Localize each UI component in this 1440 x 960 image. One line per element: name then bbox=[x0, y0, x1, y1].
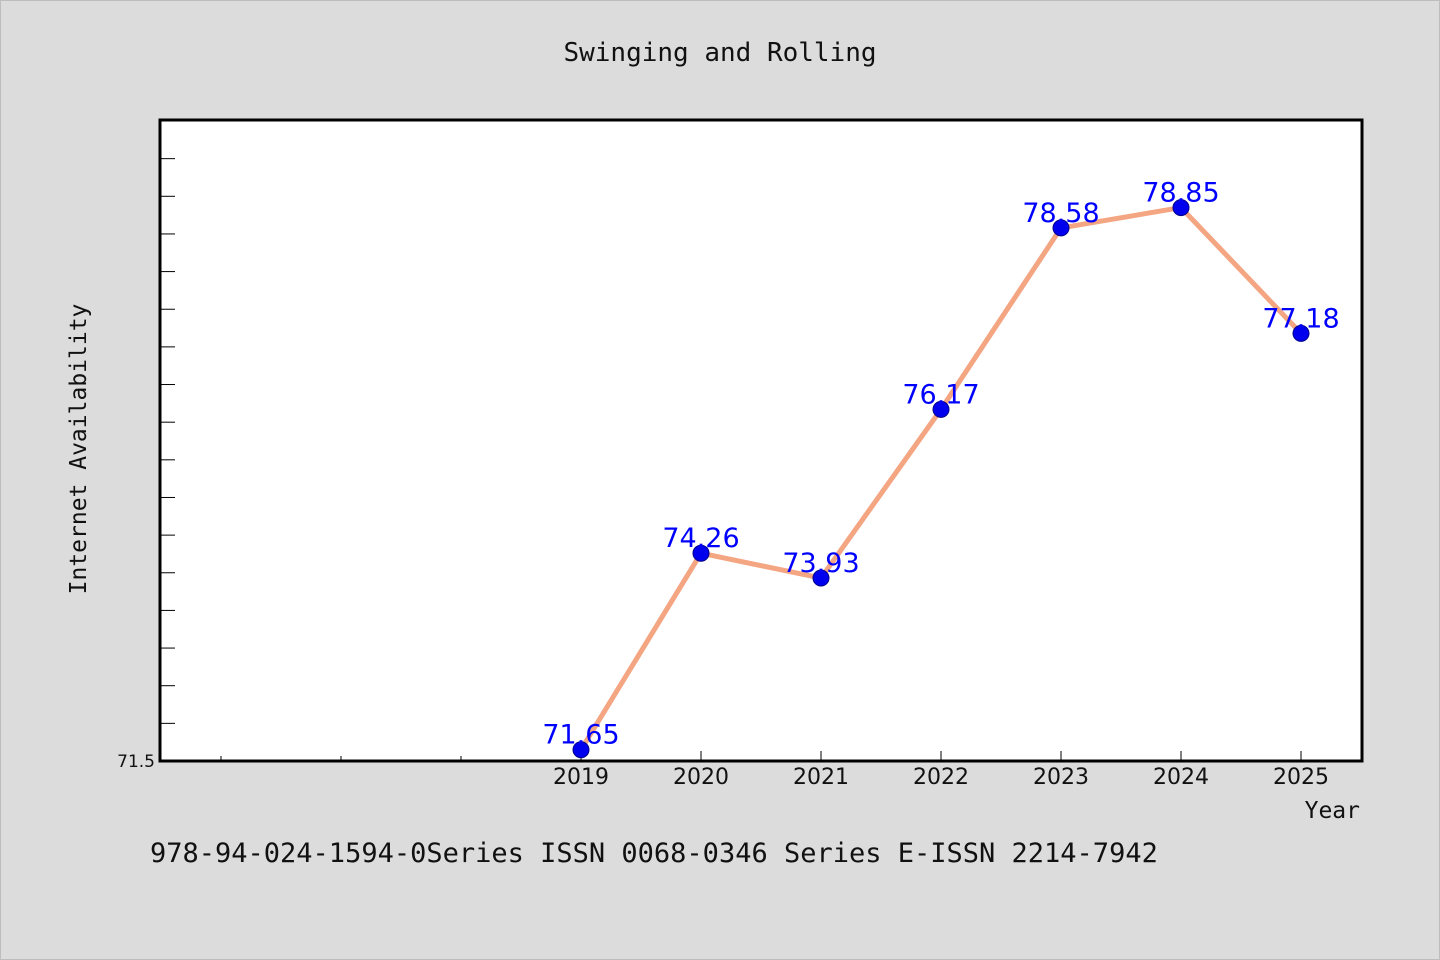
data-label: 73.93 bbox=[782, 548, 859, 579]
x-tick-label: 2025 bbox=[1273, 765, 1329, 790]
x-tick-label: 2021 bbox=[793, 765, 849, 790]
data-label: 74.26 bbox=[662, 523, 739, 554]
data-label: 77.18 bbox=[1262, 303, 1339, 334]
data-point bbox=[1292, 324, 1310, 342]
data-label: 76.17 bbox=[902, 379, 979, 410]
data-point bbox=[812, 569, 830, 587]
x-tick-label: 2019 bbox=[553, 765, 609, 790]
footer-text: 978-94-024-1594-0Series ISSN 0068-0346 S… bbox=[150, 838, 1158, 869]
data-point bbox=[572, 741, 590, 759]
x-tick-label: 2020 bbox=[673, 765, 729, 790]
plot-area bbox=[158, 118, 1364, 763]
data-label: 78.58 bbox=[1022, 198, 1099, 229]
data-label: 78.85 bbox=[1142, 178, 1219, 209]
x-tick-label: 2022 bbox=[913, 765, 969, 790]
y-axis-ticks bbox=[161, 158, 175, 724]
data-point bbox=[932, 400, 950, 418]
x-axis-label: Year bbox=[1305, 798, 1360, 824]
data-point bbox=[1052, 219, 1070, 237]
x-axis-ticks bbox=[220, 751, 1302, 761]
y-axis-label: Internet Availability bbox=[66, 304, 92, 595]
series-group: 71.65 74.26 73.93 76.17 78.58 78.85 77.18 bbox=[542, 178, 1340, 759]
y-tick-label: 71.5 bbox=[117, 752, 155, 772]
chart-title: Swinging and Rolling bbox=[563, 38, 876, 68]
x-tick-label: 2024 bbox=[1153, 765, 1209, 790]
x-tick-labels: 2019 2020 2021 2022 2023 2024 2025 bbox=[553, 765, 1329, 790]
data-point bbox=[692, 544, 710, 562]
data-label: 71.65 bbox=[542, 720, 619, 751]
x-tick-label: 2023 bbox=[1033, 765, 1089, 790]
data-point bbox=[1172, 199, 1190, 217]
